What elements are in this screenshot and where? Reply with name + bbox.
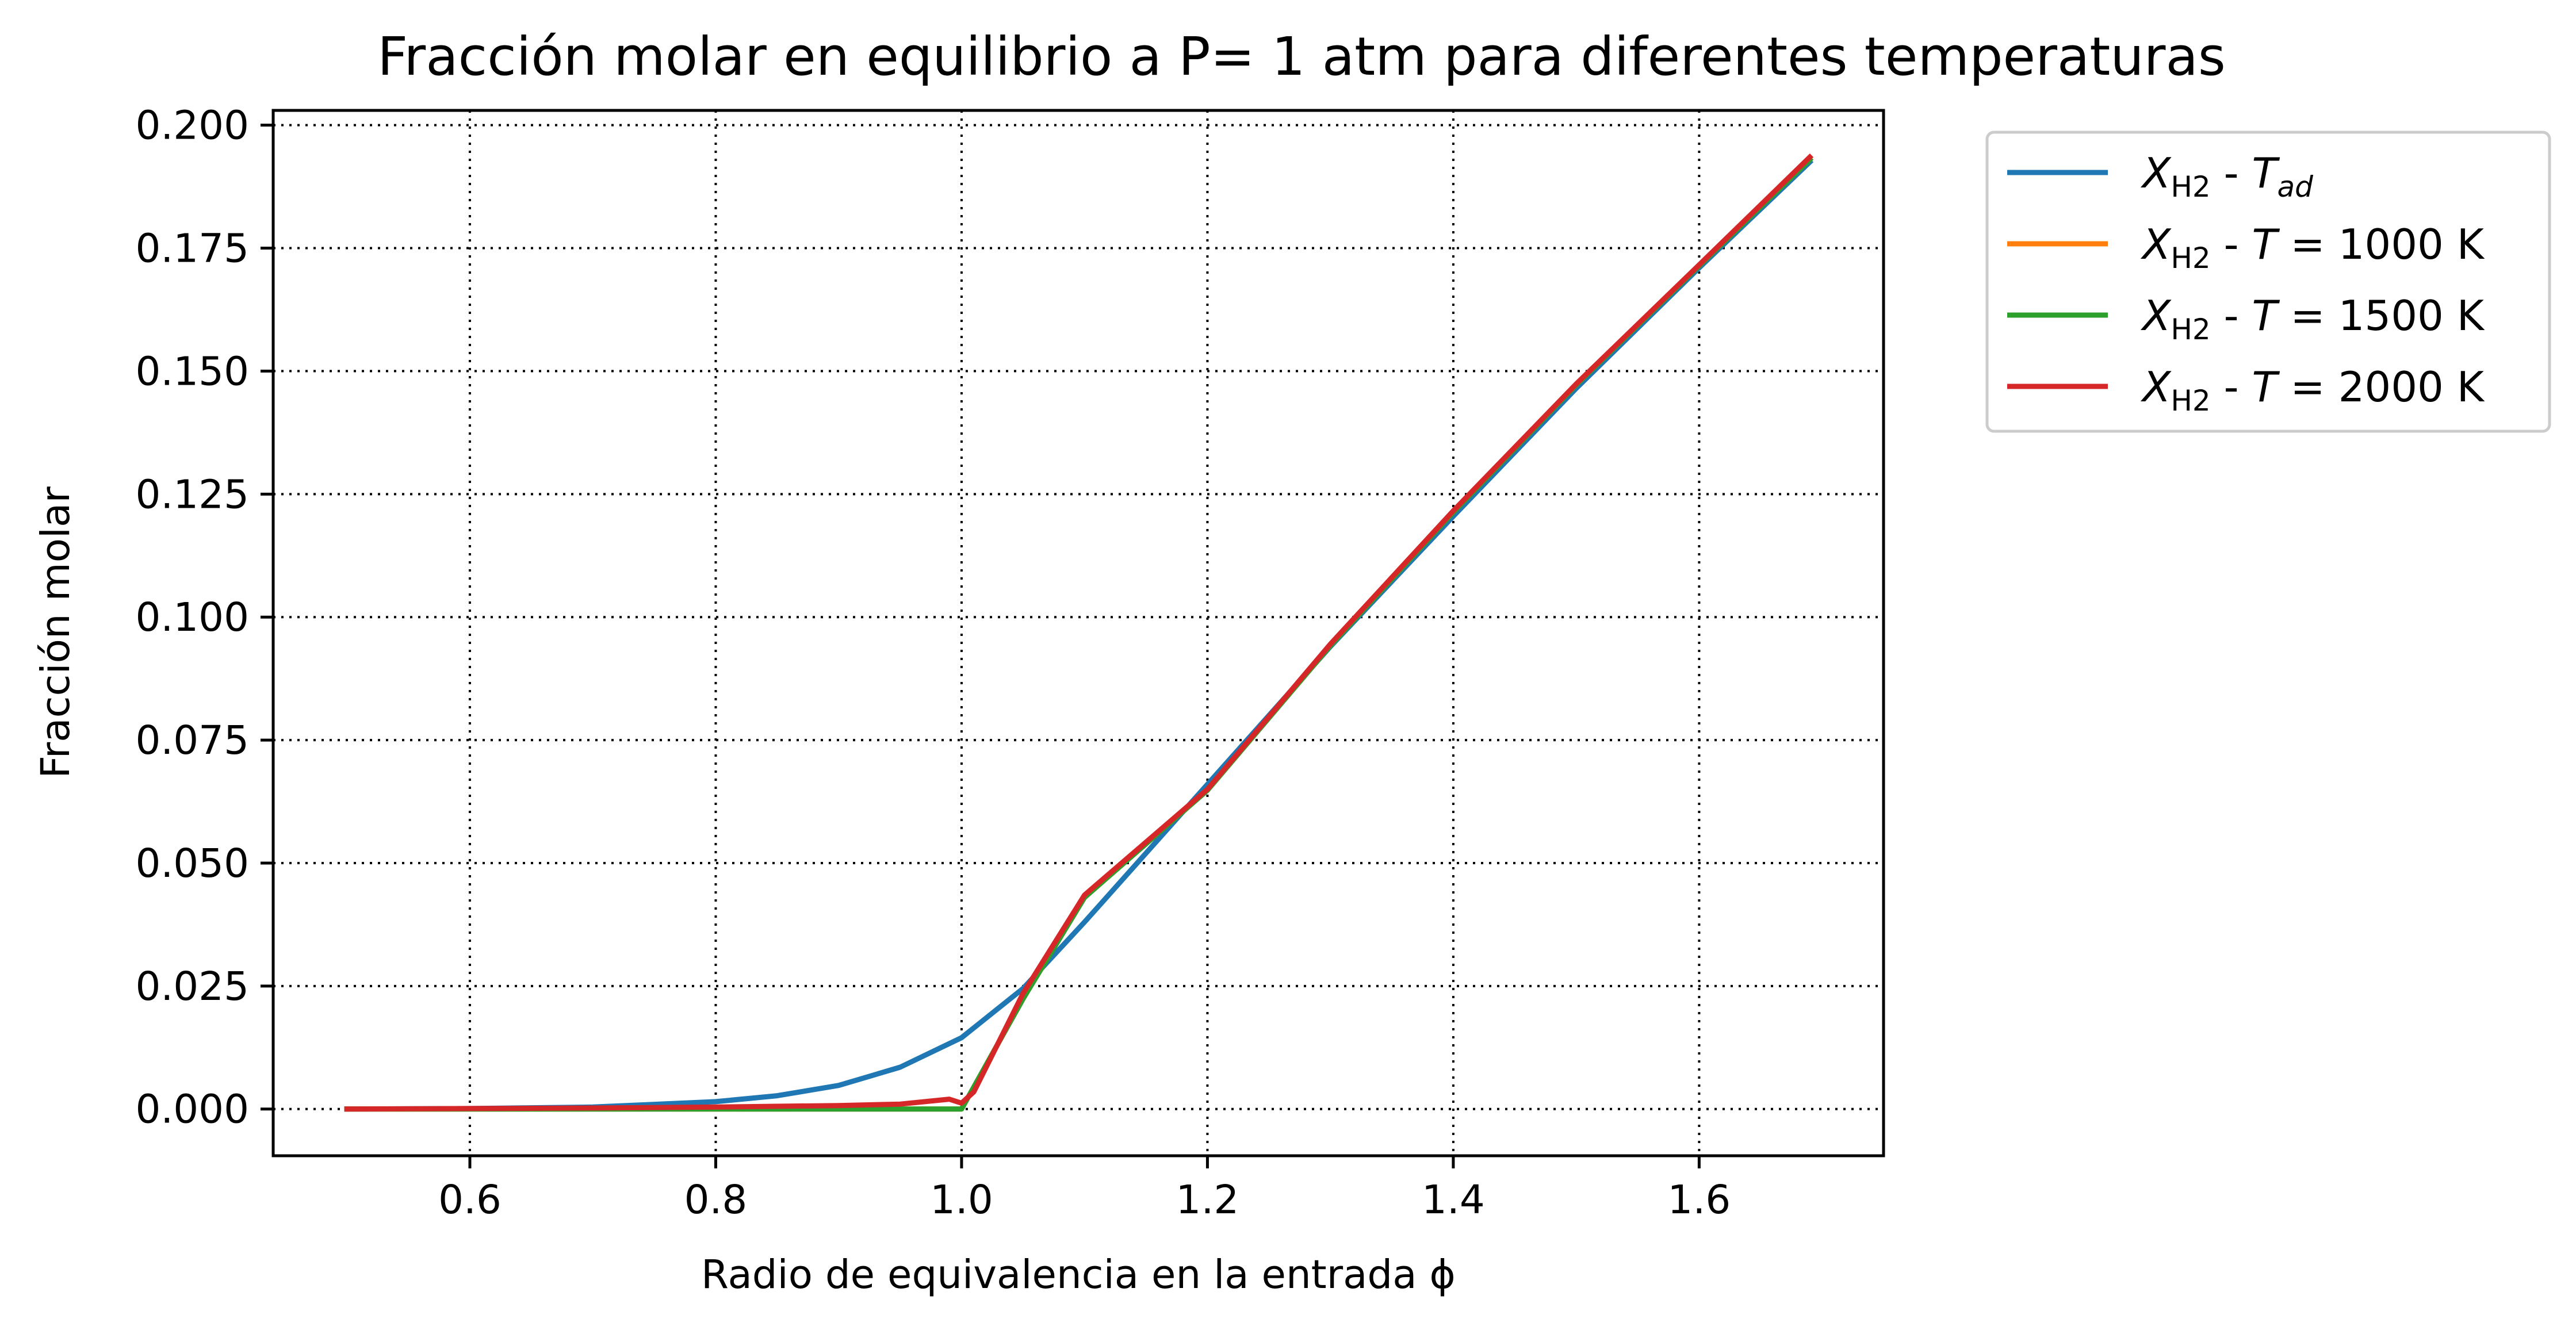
series-line-0 [344, 158, 1814, 1112]
legend-label-2: XH2 - T = 1500 K [2140, 292, 2485, 346]
y-tick-label: 0.000 [135, 1087, 249, 1133]
legend-label-1: XH2 - T = 1000 K [2140, 220, 2485, 275]
x-ticks: 0.6 0.8 1.0 1.2 1.4 1.6 [438, 1156, 1731, 1223]
legend: XH2 - Tad XH2 - T = 1000 K XH2 - T = 1500 … [1985, 131, 2551, 433]
x-tick-label: 1.4 [1422, 1177, 1485, 1223]
y-tick-label: 0.150 [135, 348, 249, 394]
x-tick-label: 1.0 [930, 1177, 993, 1223]
y-tick-label: 0.125 [135, 471, 249, 518]
y-tick-label: 0.075 [135, 718, 249, 764]
x-tick-label: 0.8 [684, 1177, 748, 1223]
y-ticks: 0.000 0.025 0.050 0.075 0.100 0.125 0.150 0.175… [135, 103, 273, 1133]
x-tick-label: 1.6 [1668, 1177, 1731, 1223]
grid [273, 110, 1884, 1156]
y-axis-label: Fracción molar [33, 486, 79, 779]
x-tick-label: 1.2 [1176, 1177, 1239, 1223]
y-tick-label: 0.175 [135, 226, 249, 272]
series-line-1 [344, 156, 1814, 1112]
series-lines [344, 153, 1814, 1112]
series-line-3 [344, 153, 1814, 1112]
x-axis-label: Radio de equivalencia en la entrada ϕ [701, 1252, 1456, 1298]
legend-label-0: XH2 - Tad [2140, 149, 2313, 204]
plot-frame [271, 109, 1885, 1157]
legend-label-3: XH2 - T = 2000 K [2140, 363, 2485, 417]
y-tick-label: 0.050 [135, 841, 249, 887]
x-tick-label: 0.6 [438, 1177, 502, 1223]
series-line-2 [344, 156, 1814, 1112]
legend-frame [1985, 131, 2551, 433]
y-tick-label: 0.025 [135, 964, 249, 1010]
y-tick-label: 0.200 [135, 103, 249, 149]
y-tick-label: 0.100 [135, 595, 249, 641]
chart-title: Fracción molar en equilibrio a P= 1 atm … [377, 26, 2226, 87]
